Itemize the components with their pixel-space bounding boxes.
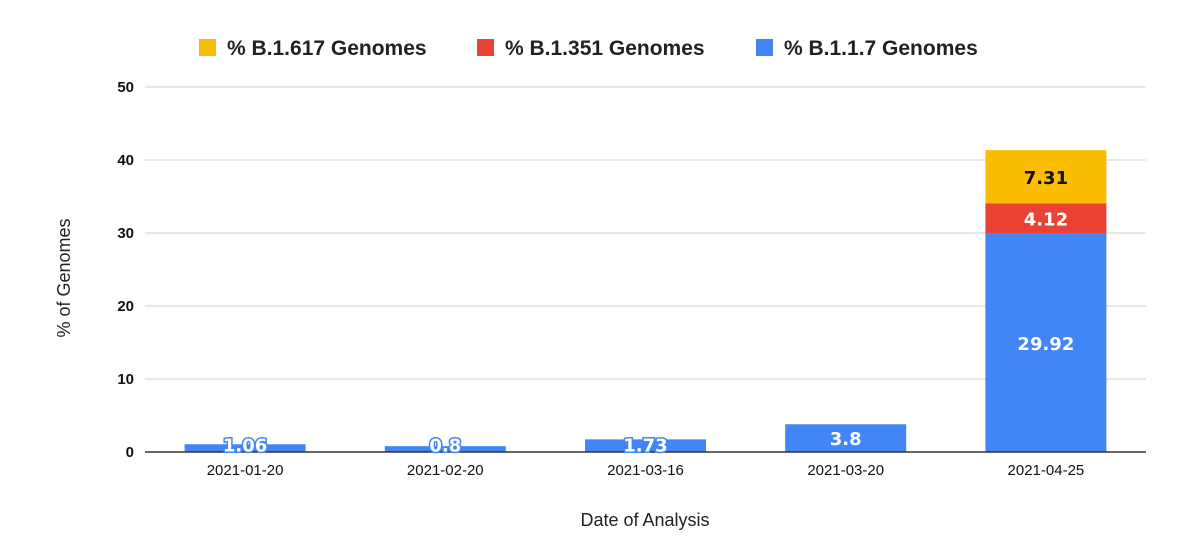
legend-swatch: [477, 39, 494, 56]
legend-label: % B.1.617 Genomes: [227, 37, 427, 60]
data-label: 29.92: [1017, 334, 1074, 355]
bar-segment: [985, 150, 1107, 204]
bar-segment: [184, 444, 306, 452]
data-label: 0.8: [429, 436, 461, 457]
x-tick-label: 2021-03-20: [807, 462, 884, 479]
y-axis-title: % of Genomes: [54, 218, 74, 337]
bar-segment: [384, 446, 506, 452]
y-tick-label: 50: [117, 79, 134, 96]
legend-swatch: [756, 39, 773, 56]
y-tick-label: 0: [126, 444, 134, 461]
data-label: 4.12: [1024, 210, 1068, 231]
y-tick-label: 20: [117, 298, 134, 315]
y-tick-label: 10: [117, 371, 134, 388]
bars: [184, 150, 1107, 452]
legend-label: % B.1.351 Genomes: [505, 37, 705, 60]
data-labels: 1.06 0.8 1.73 3.8 29.92 4.12 7.31: [221, 168, 1074, 458]
data-label: 1.06: [223, 436, 267, 457]
legend-label: % B.1.1.7 Genomes: [784, 37, 978, 60]
x-tick-label: 2021-04-25: [1008, 462, 1085, 479]
data-label: 3.8: [830, 429, 862, 450]
x-tick-label: 2021-01-20: [207, 462, 284, 479]
legend: % B.1.617 Genomes % B.1.351 Genomes % B.1.…: [199, 37, 978, 60]
y-axis-ticks: 0 10 20 30 40 50: [117, 79, 134, 461]
bar-segment: [985, 233, 1107, 452]
x-axis-ticks: 2021-01-20 2021-02-20 2021-03-16 2021-03-20…: [207, 462, 1085, 479]
x-axis-title: Date of Analysis: [580, 510, 709, 530]
y-tick-label: 40: [117, 152, 134, 169]
gridlines: [145, 86, 1146, 380]
data-label: 1.73: [623, 436, 667, 457]
y-tick-label: 30: [117, 225, 134, 242]
data-label: 7.31: [1024, 168, 1068, 189]
x-tick-label: 2021-02-20: [407, 462, 484, 479]
bar-segment: [985, 203, 1107, 234]
bar-segment: [785, 424, 907, 452]
legend-swatch: [199, 39, 216, 56]
x-tick-label: 2021-03-16: [607, 462, 684, 479]
bar-segment: [585, 439, 706, 452]
